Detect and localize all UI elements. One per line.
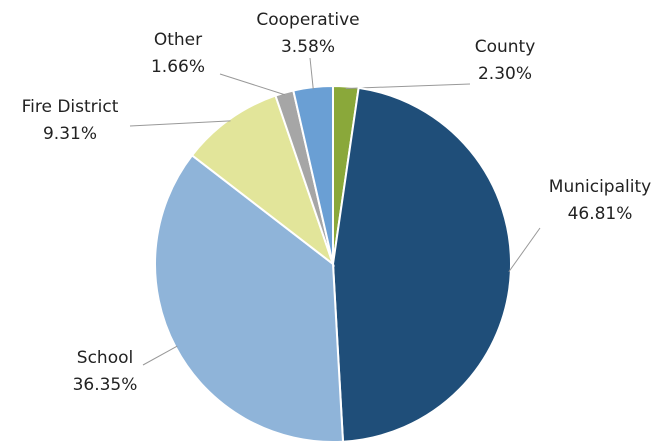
- slice-label: School: [77, 348, 133, 368]
- slice-value-label: 3.58%: [281, 37, 335, 57]
- pie-slice: [331, 86, 512, 442]
- slice-value-label: 9.31%: [43, 124, 97, 144]
- pie-slice: [190, 94, 336, 267]
- leader-line: [219, 73, 286, 96]
- leader-line: [129, 120, 231, 127]
- slice-value-label: 46.81%: [568, 204, 633, 224]
- slice-label: Other: [154, 30, 202, 50]
- leader-line: [508, 227, 541, 273]
- slice-value-label: 1.66%: [151, 57, 205, 77]
- slice-label: County: [475, 37, 536, 57]
- slice-value-label: 2.30%: [478, 64, 532, 84]
- leader-line: [142, 345, 178, 366]
- slice-value-label: 36.35%: [73, 375, 138, 395]
- slice-label: Fire District: [22, 97, 119, 117]
- slice-label: Cooperative: [256, 10, 359, 30]
- leader-line: [309, 57, 314, 90]
- slice-label: Municipality: [549, 177, 651, 197]
- leader-line: [345, 83, 471, 89]
